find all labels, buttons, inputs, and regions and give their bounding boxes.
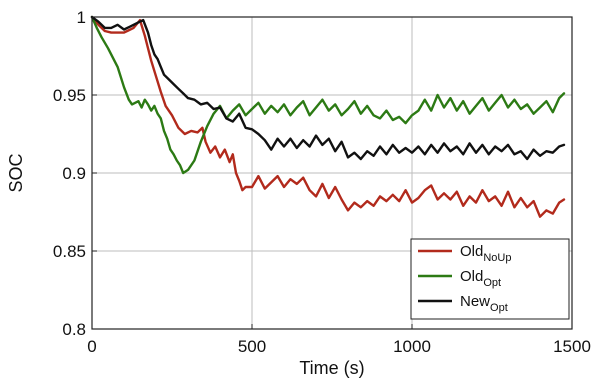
x-tick-label: 500: [238, 337, 266, 356]
legend-series-subscript: NoUp: [483, 252, 511, 264]
y-tick-label: 0.85: [53, 242, 86, 261]
y-tick-label: 0.8: [62, 320, 86, 339]
legend-box: [410, 238, 570, 320]
legend-series-subscript: Opt: [490, 302, 508, 314]
legend-series-name: New: [460, 293, 490, 310]
legend-series-name: Old: [460, 268, 483, 285]
x-tick-label: 1500: [553, 337, 591, 356]
axis-ticks: 0 500 1000 1500 0.8 0.85 0.9 0.95 1: [53, 8, 591, 356]
series-line-new-opt: [90, 15, 566, 161]
legend-series-name: Old: [460, 243, 483, 260]
x-axis-title: Time (s): [299, 358, 364, 378]
y-axis-title: SOC: [6, 153, 26, 192]
y-tick-label: 0.95: [53, 86, 86, 105]
legend-entry-label: OldOpt: [460, 268, 501, 289]
x-tick-label: 0: [87, 337, 96, 356]
legend-entry-label: OldNoUp: [460, 243, 511, 264]
series-line-old-opt: [90, 15, 566, 175]
series-lines: [90, 15, 566, 218]
y-tick-label: 1: [77, 8, 86, 27]
legend-series-subscript: Opt: [483, 277, 501, 289]
x-tick-label: 1000: [393, 337, 431, 356]
legend-entry-label: NewOpt: [460, 293, 508, 314]
series-line-old-noup: [90, 15, 566, 218]
y-tick-label: 0.9: [62, 164, 86, 183]
